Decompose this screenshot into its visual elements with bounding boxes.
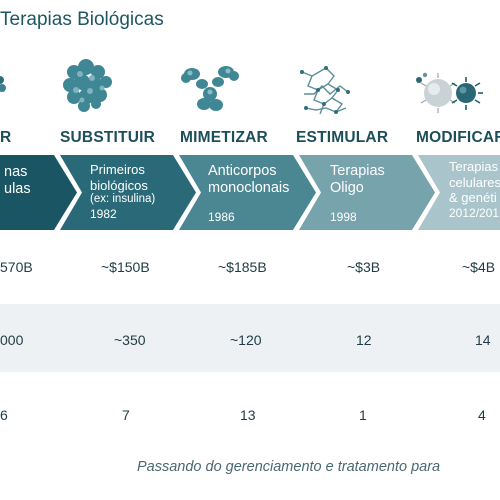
chevron-line: & genéti [449,190,497,206]
chevron-year: 2012/201 [449,205,500,220]
table-cell: ~350 [114,332,146,348]
chevron-1-text: Primeiros biológicos (ex: insulina) 1982 [90,162,155,221]
oligo-icon [300,66,350,115]
verb-label: MIMETIZAR [180,129,268,146]
chevron-line: Anticorpos [208,163,277,179]
table-cell: 4 [478,407,486,423]
chevron-line: Terapias [449,159,499,174]
chevron-line: Oligo [330,180,364,197]
chevron-year: 1982 [90,206,117,221]
timeline-band: nas ulas Primeiros biológicos (ex: insul… [0,155,500,230]
chevron-line: Terapias [330,163,385,179]
table-cell: ~$4B [462,259,496,275]
table-cell: 6 [0,407,8,423]
chevron-line: nas [4,164,28,180]
table-cell: ~$185B [218,259,267,275]
chevron-3 [299,155,435,230]
chevron-year: 1986 [208,209,235,224]
chevron-line: Primeiros [90,162,145,177]
table-row-background [0,304,500,372]
chevron-2 [179,155,316,230]
verb-label: R [0,129,12,146]
table-cell: 7 [122,407,130,423]
chevron-0 [0,155,77,230]
chevron-2-text: Anticorpos monoclonais 1986 [208,163,289,224]
chevron-0-text: nas ulas [4,164,31,199]
chevron-line: monoclonais [208,180,290,197]
chevron-line: biológicos [90,177,148,193]
verb-label: MODIFICAR [416,129,500,146]
chevron-line: ulas [4,181,31,198]
chevron-1 [60,155,196,230]
chevron-3-text: Terapias Oligo 1998 [330,163,385,224]
table-cell: 14 [475,332,491,348]
table-cell: 12 [356,332,372,348]
chevron-note: (ex: insulina) [90,193,156,206]
table-cell: ~120 [230,332,262,348]
table-cell: ~$3B [347,259,381,275]
table-cell: 13 [240,407,256,423]
table-cell: 1 [359,407,367,423]
antibody-icon [181,66,239,111]
chevron-year: 1998 [330,209,357,224]
protein-icon [63,59,112,112]
table-cell: ~$150B [101,259,150,275]
verb-label: SUBSTITUIR [60,129,155,146]
cell-therapy-icon [416,72,483,113]
table-cell: 570B [0,259,33,275]
verb-label: ESTIMULAR [296,129,389,146]
chevron-4-text: Terapias celulares & genéti 2012/201 [449,159,500,220]
small-molecule-icon [0,76,6,92]
chevron-line: celulares [449,174,500,190]
footer-caption: Passando do gerenciamento e tratamento p… [137,459,441,475]
table-cell: 000 [0,332,24,348]
chevron-4 [418,155,500,230]
page-title: Terapias Biológicas [0,9,164,30]
